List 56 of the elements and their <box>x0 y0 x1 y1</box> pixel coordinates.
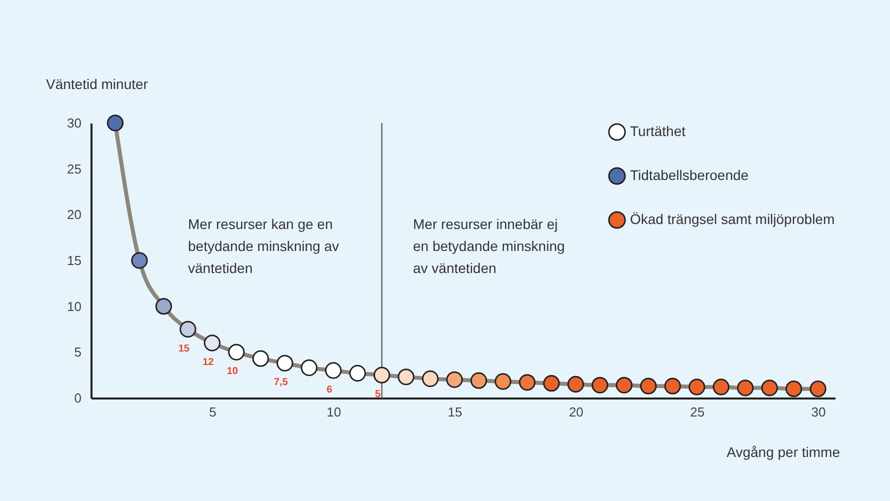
point <box>567 376 584 393</box>
point <box>785 380 802 398</box>
y-tick-label: 25 <box>67 161 82 176</box>
point <box>300 359 318 376</box>
point <box>518 374 536 391</box>
point <box>761 380 778 396</box>
point <box>712 378 730 396</box>
annotation: 15 <box>178 343 190 354</box>
point <box>810 380 826 398</box>
y-tick-label: 0 <box>74 390 82 406</box>
y-tick-label: 20 <box>67 207 82 222</box>
point <box>422 370 439 388</box>
point <box>252 350 269 367</box>
x-tick-label: 10 <box>326 404 342 420</box>
point <box>616 376 632 394</box>
point <box>543 375 560 392</box>
point <box>228 344 245 360</box>
x-tick-label: 5 <box>209 404 216 420</box>
point <box>373 366 390 384</box>
y-tick-label: 5 <box>74 344 82 360</box>
point <box>664 378 681 394</box>
point <box>688 378 706 396</box>
point <box>131 252 148 269</box>
point <box>592 376 608 394</box>
y-tick-label: 10 <box>67 298 82 314</box>
point <box>155 298 172 315</box>
y-axis-title: Väntetid minuter <box>46 76 148 92</box>
point <box>106 114 124 132</box>
point <box>276 354 294 372</box>
annotation: Mer resurser innebär ej en betydande minskning av väntetiden <box>413 216 565 276</box>
point <box>325 362 342 379</box>
x-axis-title: Avgång per timme <box>726 444 840 460</box>
point <box>204 334 221 352</box>
annotation: 6 <box>326 384 333 396</box>
annotation: 7,5 <box>274 377 288 388</box>
point <box>349 364 366 382</box>
point <box>446 371 463 388</box>
legend-label: Ökad trängsel samt miljöproblem <box>630 211 835 227</box>
y-tick-label: 30 <box>67 116 82 130</box>
annotation: Mer resurser kan ge en betydande minskning av väntetiden <box>188 216 339 276</box>
point <box>494 373 512 390</box>
x-tick-label: 15 <box>448 404 462 420</box>
point <box>640 378 657 394</box>
legend-label: Turtäthet <box>630 123 686 139</box>
point <box>470 372 488 389</box>
point <box>398 368 414 386</box>
annotation: 12 <box>202 357 214 368</box>
annotation: 10 <box>226 366 238 378</box>
y-tick-label: 15 <box>67 253 82 268</box>
point <box>180 320 196 338</box>
x-tick-label: 25 <box>690 404 705 420</box>
legend-label: Tidtabellsberoende <box>630 167 749 183</box>
point <box>737 380 754 396</box>
annotation: 5 <box>375 389 382 400</box>
x-tick-label: 20 <box>568 404 584 420</box>
x-tick-label: 30 <box>811 404 826 420</box>
